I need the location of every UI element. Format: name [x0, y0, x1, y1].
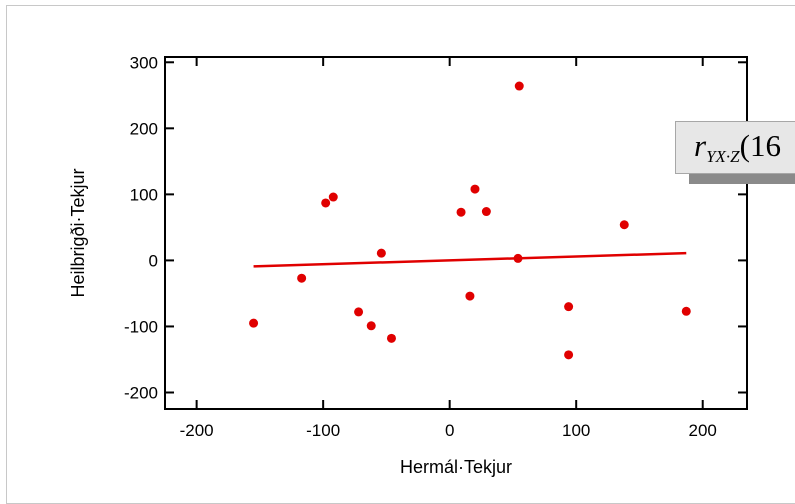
axis-tick-labels: -200 -100 0 100 200 -200 -100 0 100 200 300	[124, 53, 717, 440]
data-point	[514, 81, 524, 91]
annotation-shadow	[689, 174, 795, 184]
y-tick-label: 100	[130, 185, 158, 204]
y-tick-label: -200	[124, 383, 158, 402]
fit-line	[253, 251, 687, 268]
y-axis-title: Heilbrigði·Tekjur	[68, 168, 88, 297]
annotation-subscript: YX·Z	[706, 147, 740, 166]
x-tick-label: 0	[445, 421, 454, 440]
x-tick-label: 100	[562, 421, 590, 440]
plot-area-frame	[164, 56, 748, 410]
data-point	[386, 333, 396, 343]
x-tick-label: -100	[306, 421, 340, 440]
data-point	[366, 321, 376, 331]
data-point	[456, 207, 466, 217]
data-point	[354, 307, 364, 317]
data-point	[681, 306, 691, 316]
y-tick-label: 0	[149, 251, 158, 270]
annotation-symbol: r	[694, 128, 707, 163]
data-point	[376, 248, 386, 258]
x-tick-label: 200	[689, 421, 717, 440]
data-point	[297, 273, 307, 283]
data-point	[249, 318, 259, 328]
data-points	[249, 81, 691, 360]
x-tick-label: -200	[180, 421, 214, 440]
partial-correlation-annotation: rYX·Z(16	[675, 121, 795, 174]
y-tick-label: 300	[130, 53, 158, 72]
y-tick-label: -100	[124, 317, 158, 336]
axis-ticks	[165, 57, 747, 409]
data-point	[328, 192, 338, 202]
data-point	[465, 291, 475, 301]
data-point	[321, 198, 331, 208]
annotation-value: (16	[739, 128, 781, 163]
data-point	[481, 207, 491, 217]
x-axis-title: Hermál·Tekjur	[400, 457, 512, 477]
data-point	[470, 184, 480, 194]
annotation-text: rYX·Z(16	[694, 128, 781, 167]
data-point	[564, 350, 574, 360]
data-point	[619, 220, 629, 230]
data-point	[513, 253, 523, 263]
y-tick-label: 200	[130, 119, 158, 138]
data-point	[564, 302, 574, 312]
